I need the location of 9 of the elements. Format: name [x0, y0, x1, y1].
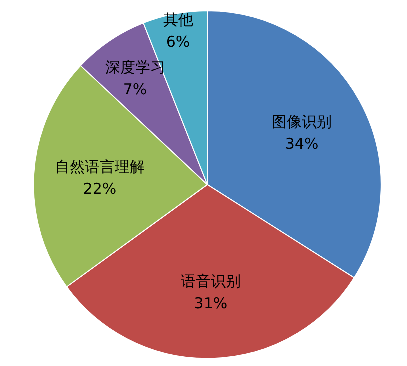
- data-label: 22%: [83, 180, 117, 198]
- data-label: 6%: [166, 33, 190, 52]
- slice-label: 自然语言理解: [54, 158, 145, 176]
- slice-label: 语音识别: [180, 272, 241, 291]
- slice-label: 图像识别: [272, 112, 332, 131]
- data-label: 31%: [194, 294, 228, 313]
- data-label: 34%: [285, 134, 319, 153]
- slice-label: 其他: [163, 11, 194, 30]
- data-label: 7%: [123, 80, 148, 98]
